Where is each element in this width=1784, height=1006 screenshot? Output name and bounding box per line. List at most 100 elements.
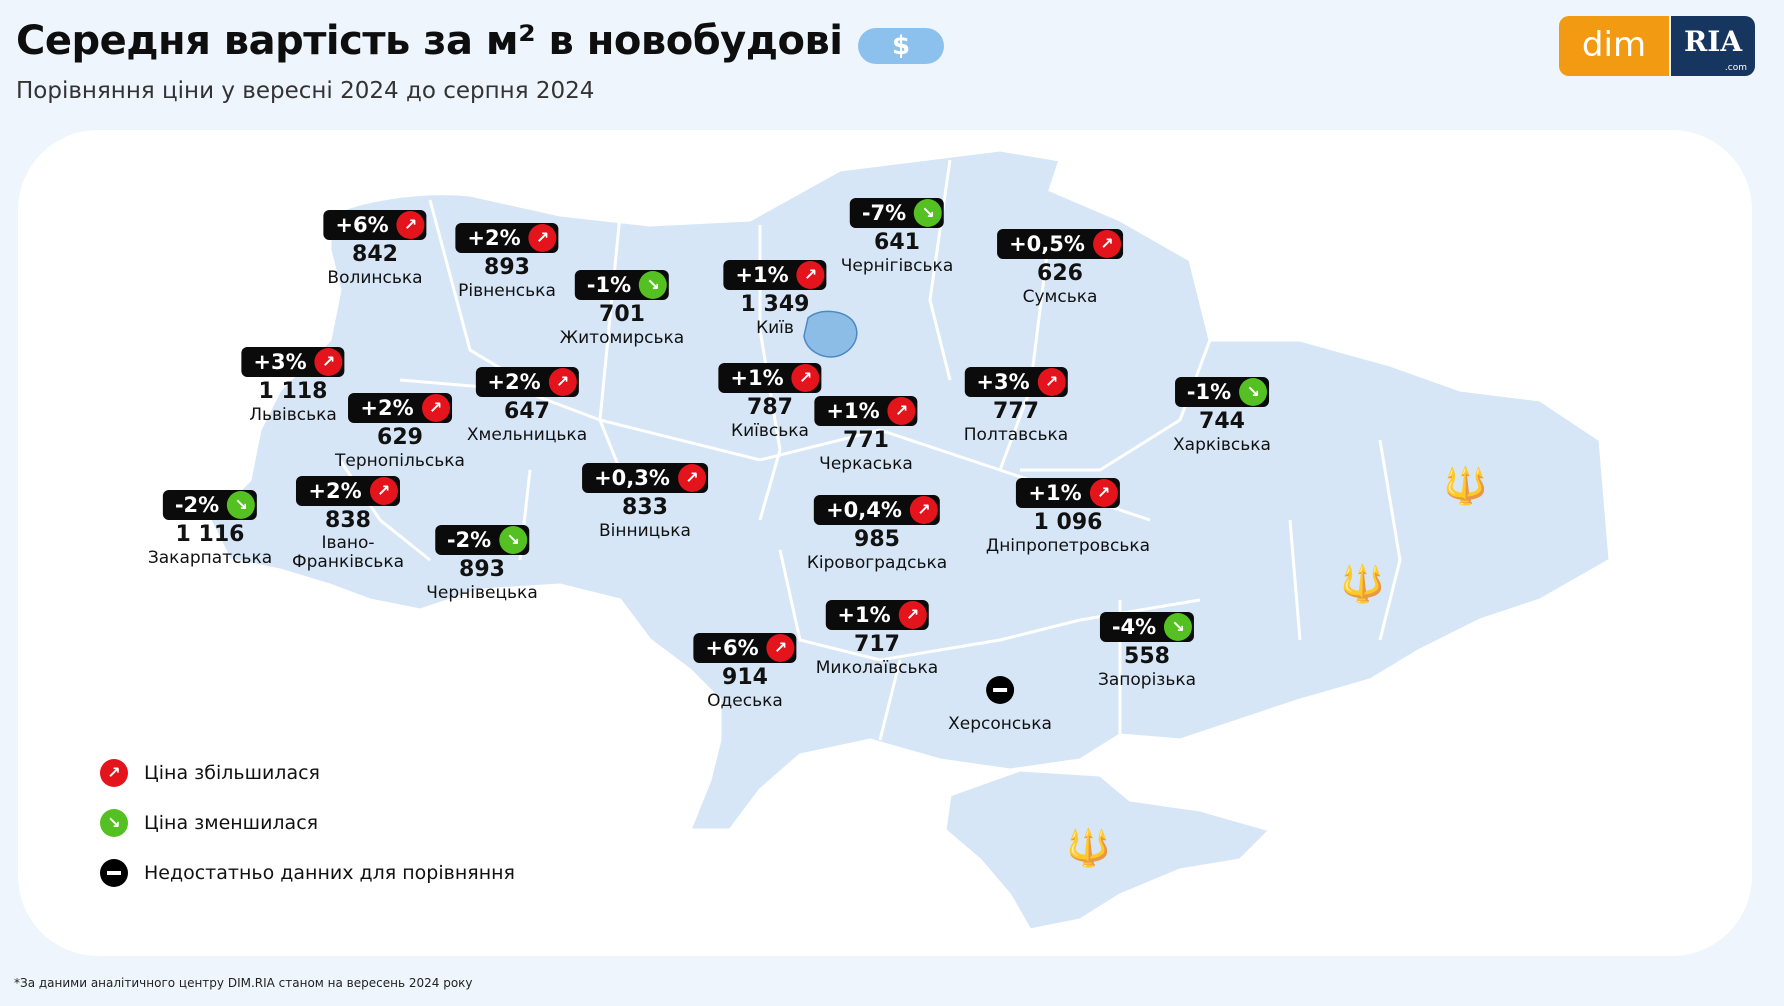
region-kirovohradska: +0,4% ↗ 985 Кіровоградська [807, 495, 947, 574]
price-value: 842 [352, 242, 398, 267]
region-name: Рівненська [458, 281, 556, 301]
region-name: Київ [756, 318, 794, 338]
change-value: +0,5% [1009, 232, 1085, 256]
change-badge: +1% ↗ [825, 600, 929, 630]
arrow-up-right-icon: ↗ [548, 368, 577, 396]
minus-icon [100, 859, 128, 887]
arrow-up-right-icon: ↗ [766, 634, 795, 662]
change-badge: -4% ↘ [1099, 612, 1195, 642]
legend-label: Ціна зменшилася [144, 812, 319, 834]
region-name: Миколаївська [815, 658, 939, 678]
price-value: 626 [1037, 261, 1083, 286]
price-value: 777 [993, 399, 1039, 424]
minus-icon [986, 676, 1014, 704]
arrow-up-right-icon: ↗ [898, 601, 927, 629]
change-value: +6% [705, 636, 759, 660]
arrow-up-right-icon: ↗ [396, 211, 425, 239]
change-value: +2% [360, 396, 414, 420]
change-badge: -2% ↘ [162, 490, 258, 520]
arrow-up-right-icon: ↗ [421, 394, 450, 422]
trident-icon: 🔱 [1340, 564, 1385, 605]
change-value: +3% [253, 350, 307, 374]
price-value: 893 [459, 557, 505, 582]
region-name: Київська [731, 421, 809, 441]
region-sumska: +0,5% ↗ 626 Сумська [997, 229, 1123, 308]
region-cherkaska: +1% ↗ 771 Черкаська [814, 396, 918, 475]
region-vinnytska: +0,3% ↗ 833 Вінницька [582, 463, 708, 542]
change-badge: +1% ↗ [814, 396, 918, 426]
region-name: Волинська [327, 268, 423, 288]
dim-ria-logo[interactable]: dim RIA .com [1559, 16, 1755, 76]
change-badge: -7% ↘ [849, 198, 945, 228]
region-odeska: +6% ↗ 914 Одеська [693, 633, 797, 712]
change-badge: +1% ↗ [1016, 478, 1120, 508]
region-chernivetska: -2% ↘ 893 Чернівецька [426, 525, 538, 604]
price-value: 717 [854, 632, 900, 657]
logo-ria-text: RIA [1683, 25, 1743, 58]
region-zhytomyrska: -1% ↘ 701 Житомирська [560, 270, 684, 349]
change-value: -1% [586, 273, 632, 297]
legend-item-decrease: ↘ Ціна зменшилася [100, 798, 515, 848]
arrow-up-right-icon: ↗ [314, 348, 343, 376]
change-value: +1% [735, 263, 789, 287]
arrow-down-right-icon: ↘ [1239, 378, 1268, 406]
region-kharkivska: -1% ↘ 744 Харківська [1173, 377, 1271, 456]
region-name: Одеська [707, 691, 783, 711]
change-badge: +3% ↗ [964, 367, 1068, 397]
price-value: 558 [1124, 644, 1170, 669]
change-badge: +1% ↗ [718, 363, 822, 393]
arrow-up-right-icon: ↗ [528, 224, 557, 252]
region-name: Закарпатська [147, 548, 273, 568]
price-value: 893 [484, 255, 530, 280]
price-value: 744 [1199, 409, 1245, 434]
logo-ria: RIA .com [1671, 16, 1755, 76]
arrow-down-right-icon: ↘ [227, 491, 256, 519]
change-value: -2% [446, 528, 492, 552]
region-name: Івано- Франківська [291, 533, 405, 572]
change-value: +0,4% [826, 498, 902, 522]
change-badge: +2% ↗ [475, 367, 579, 397]
arrow-up-right-icon: ↗ [791, 364, 820, 392]
region-ivano-frankivska: +2% ↗ 838 Івано- Франківська [292, 476, 404, 572]
region-name: Тернопільська [335, 451, 465, 471]
region-name: Сумська [1022, 287, 1098, 307]
legend: ↗ Ціна збільшилася ↘ Ціна зменшилася Нед… [100, 748, 515, 898]
legend-item-no-data: Недостатньо данних для порівняння [100, 848, 515, 898]
price-value: 641 [874, 230, 920, 255]
price-value: 1 118 [258, 379, 328, 404]
region-name: Кіровоградська [806, 553, 948, 573]
change-value: -1% [1186, 380, 1232, 404]
change-value: -7% [861, 201, 907, 225]
change-value: +3% [976, 370, 1030, 394]
price-value: 701 [599, 302, 645, 327]
arrow-up-right-icon: ↗ [100, 759, 128, 787]
change-value: +1% [826, 399, 880, 423]
change-badge: +2% ↗ [455, 223, 559, 253]
change-value: +2% [487, 370, 541, 394]
region-name: Дніпропетровська [985, 536, 1151, 556]
price-value: 787 [747, 395, 793, 420]
region-name: Херсонська [948, 714, 1052, 734]
region-volynska: +6% ↗ 842 Волинська [323, 210, 427, 289]
arrow-up-right-icon: ↗ [677, 464, 706, 492]
region-name: Чернігівська [840, 256, 954, 276]
footnote: *За даними аналітичного центру DIM.RIA с… [14, 976, 473, 990]
price-value: 1 096 [1033, 510, 1103, 535]
region-name: Полтавська [963, 425, 1069, 445]
region-rivnenska: +2% ↗ 893 Рівненська [455, 223, 559, 302]
legend-item-increase: ↗ Ціна збільшилася [100, 748, 515, 798]
change-badge: +6% ↗ [693, 633, 797, 663]
arrow-up-right-icon: ↗ [1092, 230, 1121, 258]
region-kyiv: +1% ↗ 1 349 Київ [723, 260, 827, 339]
price-value: 771 [843, 428, 889, 453]
change-badge: +6% ↗ [323, 210, 427, 240]
region-khersonska: Херсонська [948, 676, 1052, 735]
arrow-down-right-icon: ↘ [1164, 613, 1193, 641]
change-value: -2% [174, 493, 220, 517]
price-value: 1 116 [175, 522, 245, 547]
region-lvivska: +3% ↗ 1 118 Львівська [241, 347, 345, 426]
arrow-up-right-icon: ↗ [909, 496, 938, 524]
ukraine-mainland-shape [208, 148, 1612, 832]
region-name: Запорізька [1097, 670, 1197, 690]
